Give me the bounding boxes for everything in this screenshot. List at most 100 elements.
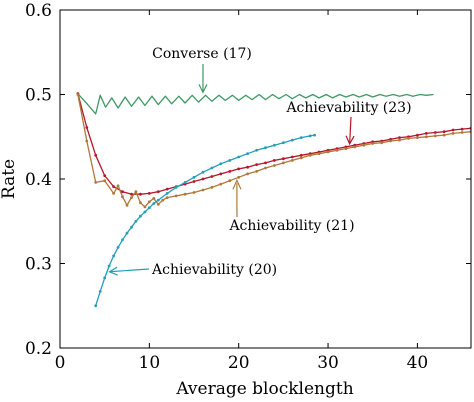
data-point <box>183 181 187 184</box>
data-point <box>130 192 133 196</box>
data-point <box>273 143 276 147</box>
annotation-label: Achievability (20) <box>151 262 277 278</box>
data-point <box>201 188 205 192</box>
data-point <box>460 131 464 134</box>
data-point <box>362 143 366 147</box>
data-point <box>273 159 276 162</box>
data-point <box>246 165 250 169</box>
data-point <box>112 254 115 258</box>
series-achievability-21 <box>76 93 471 209</box>
data-point <box>152 197 156 200</box>
data-point <box>165 196 169 200</box>
series-converse-17 <box>77 93 434 115</box>
y-axis-label: Rate <box>0 159 19 199</box>
data-point <box>299 136 303 140</box>
data-point <box>237 155 241 159</box>
data-point <box>308 153 312 157</box>
annotation-converse-17: Converse (17) <box>152 46 252 94</box>
data-point <box>125 203 129 207</box>
data-point <box>192 191 196 194</box>
data-point <box>290 159 294 162</box>
data-point <box>121 190 124 194</box>
annotation-arrow-line <box>349 116 352 144</box>
data-point <box>460 127 464 131</box>
data-point <box>228 179 232 183</box>
data-point <box>156 198 160 202</box>
data-point <box>317 152 321 156</box>
data-point <box>228 159 232 162</box>
tick-layer: 0 10 20 30 40 0.2 0.3 0.4 0.5 0.6 <box>25 1 471 373</box>
data-point <box>152 202 156 205</box>
data-point <box>389 139 392 143</box>
data-point <box>103 174 107 178</box>
data-point <box>380 141 384 145</box>
data-point <box>219 162 223 166</box>
data-point <box>451 132 455 135</box>
y-tick-label: 0.3 <box>25 255 52 275</box>
data-point <box>139 214 142 218</box>
annotation-layer: Converse (17) Achievability (23) Achievabi… <box>108 46 412 278</box>
data-point <box>94 304 98 308</box>
data-point <box>121 238 124 242</box>
y-tick-label: 0.4 <box>25 170 52 190</box>
data-point <box>192 180 196 183</box>
data-point <box>282 141 285 145</box>
series-clip-group <box>76 92 471 308</box>
data-point <box>237 175 241 179</box>
annotation-achievability-23: Achievability (23) <box>285 100 412 146</box>
data-point <box>237 167 241 171</box>
x-axis-label: Average blocklength <box>175 379 353 399</box>
data-point <box>98 290 102 293</box>
series-line-converse-17 <box>77 93 434 115</box>
data-point <box>424 135 428 139</box>
data-point <box>290 138 294 142</box>
data-point <box>143 210 147 214</box>
annotation-label: Achievability (23) <box>285 100 411 116</box>
data-point <box>264 166 267 170</box>
data-point <box>183 192 187 196</box>
annotation-arrow-head <box>108 266 118 276</box>
data-point <box>255 148 258 152</box>
data-point <box>94 153 98 157</box>
data-point <box>451 128 455 132</box>
annotation-arrow-head <box>232 178 242 190</box>
data-point <box>210 166 214 170</box>
data-point <box>442 130 446 134</box>
data-point <box>134 190 138 194</box>
series-achievability-20 <box>94 133 316 308</box>
data-point <box>398 136 401 140</box>
data-point <box>161 198 165 202</box>
data-point <box>210 186 214 189</box>
x-tick-label: 20 <box>228 353 250 373</box>
series-layer <box>76 92 471 308</box>
annotation-achievability-20: Achievability (20) <box>108 262 277 278</box>
data-point <box>112 192 115 195</box>
data-point <box>125 231 129 235</box>
data-point <box>210 175 214 178</box>
data-point <box>228 170 232 173</box>
data-point <box>85 126 89 129</box>
y-tick-label: 0.2 <box>25 339 52 359</box>
data-point <box>442 133 446 137</box>
data-point <box>147 192 151 195</box>
data-point <box>143 205 147 209</box>
data-point <box>299 153 303 157</box>
data-point <box>326 150 330 154</box>
annotation-arrow-head <box>198 84 208 94</box>
data-point <box>174 194 178 198</box>
data-point <box>264 161 267 165</box>
data-point <box>156 190 160 194</box>
data-point <box>344 147 348 151</box>
data-point <box>130 225 133 229</box>
data-point <box>139 192 142 196</box>
data-point <box>255 170 258 173</box>
data-point <box>85 139 89 143</box>
data-point <box>192 175 196 179</box>
data-point <box>134 219 138 223</box>
data-point <box>219 182 223 186</box>
annotation-arrow-line <box>109 268 150 273</box>
series-line-achievability-21 <box>77 94 471 208</box>
annotation-achievability-21: Achievability (21) <box>228 178 355 234</box>
x-tick-label: 30 <box>317 353 339 373</box>
